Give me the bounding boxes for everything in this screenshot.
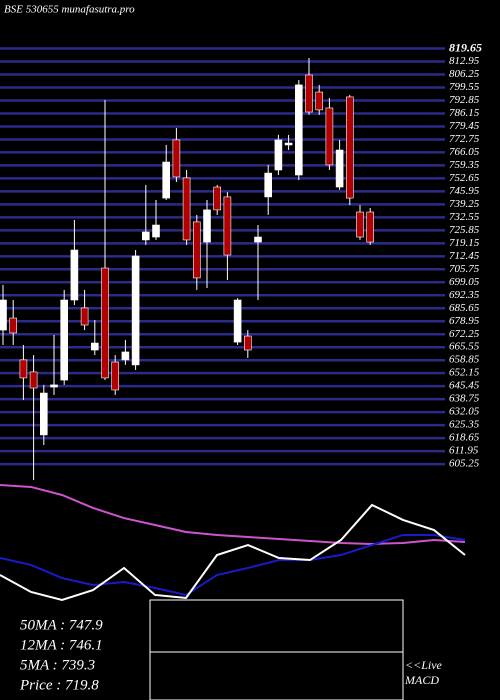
y-tick-label: 819.65 <box>449 40 482 54</box>
candle-body <box>335 149 344 188</box>
candle-body <box>182 177 191 241</box>
candle-body <box>91 342 99 351</box>
y-tick-label: 759.35 <box>449 159 480 171</box>
candle-body <box>244 335 252 351</box>
candle-body <box>80 307 89 326</box>
y-tick-label: 739.25 <box>449 198 480 210</box>
y-tick-label: 752.65 <box>449 172 480 184</box>
macd-box <box>149 599 404 700</box>
candle-body <box>172 139 181 178</box>
chart-title: BSE 530655 munafasutra.pro <box>4 4 135 16</box>
candle-body <box>60 299 69 381</box>
candle-body <box>254 236 262 243</box>
legend-entry: 12MA : 746.1 <box>20 637 103 653</box>
y-tick-label: 618.65 <box>449 432 480 444</box>
y-tick-label: 792.85 <box>449 94 480 106</box>
y-tick-label: 705.75 <box>449 263 480 275</box>
y-tick-label: 685.65 <box>449 302 480 314</box>
candle-body <box>111 361 119 391</box>
candle-body <box>39 392 48 436</box>
y-tick-label: 725.85 <box>449 224 480 236</box>
indicator-line <box>0 484 466 545</box>
y-tick-label: 812.95 <box>449 55 480 67</box>
legend-entry: 50MA : 747.9 <box>20 617 103 633</box>
candle-body <box>233 299 242 343</box>
candle-body <box>131 255 140 366</box>
y-tick-label: 766.05 <box>449 146 480 158</box>
y-tick-label: 692.35 <box>449 289 480 301</box>
y-tick-label: 806.25 <box>449 68 480 80</box>
y-tick-label: 799.55 <box>449 81 480 93</box>
candle-body <box>294 84 303 176</box>
candle-body <box>213 186 221 211</box>
legend-entry: 5MA : 739.3 <box>20 657 95 673</box>
candle-body <box>142 231 150 241</box>
y-tick-label: 672.25 <box>449 328 480 340</box>
y-tick-label: 786.15 <box>449 107 480 119</box>
y-tick-label: 779.45 <box>449 120 480 132</box>
y-tick-label: 678.95 <box>449 315 480 327</box>
y-tick-label: 658.85 <box>449 354 480 366</box>
indicator-line <box>0 503 466 602</box>
macd-label: MACD <box>404 673 439 687</box>
macd-label: <<Live <box>405 658 443 672</box>
indicator-line <box>0 533 466 597</box>
candle-body <box>284 142 293 146</box>
candle-body <box>9 317 17 334</box>
candle-body <box>162 161 170 199</box>
y-tick-label: 611.95 <box>449 445 479 457</box>
y-tick-label: 772.75 <box>449 133 480 145</box>
candle-body <box>193 221 201 279</box>
candle-body <box>101 267 109 379</box>
y-tick-label: 652.15 <box>449 367 480 379</box>
candle-body <box>50 384 58 388</box>
candle-body <box>264 172 273 198</box>
candle-body <box>325 107 334 166</box>
candle-body <box>19 359 28 379</box>
candle-body <box>152 224 160 238</box>
candle-body <box>366 211 375 243</box>
candle-body <box>315 91 324 111</box>
y-tick-label: 732.55 <box>449 211 480 223</box>
candle-body <box>223 196 232 256</box>
candle-body <box>305 74 313 113</box>
y-tick-label: 745.95 <box>449 185 480 197</box>
y-tick-label: 665.55 <box>449 341 480 353</box>
y-tick-label: 625.35 <box>449 419 480 431</box>
y-tick-label: 632.05 <box>449 406 480 418</box>
legend-entry: Price : 719.8 <box>19 677 99 693</box>
y-tick-label: 645.45 <box>449 380 480 392</box>
candle-body <box>356 211 364 238</box>
candle-body <box>29 371 38 389</box>
y-tick-label: 605.25 <box>449 458 480 470</box>
candle-body <box>70 249 79 301</box>
candle-body <box>121 351 130 361</box>
candle-body <box>345 96 354 199</box>
candle-body <box>274 139 283 171</box>
y-tick-label: 638.75 <box>449 393 480 405</box>
y-tick-label: 712.45 <box>449 250 480 262</box>
y-tick-label: 699.05 <box>449 276 480 288</box>
candle-body <box>203 209 211 243</box>
y-tick-label: 719.15 <box>449 237 480 249</box>
candle-body <box>0 299 7 331</box>
